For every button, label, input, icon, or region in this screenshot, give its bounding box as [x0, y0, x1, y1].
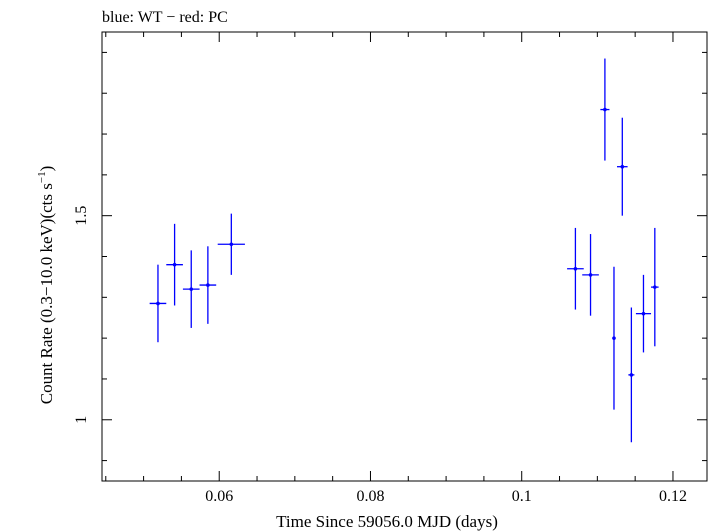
data-point	[166, 223, 183, 306]
y-tick-label: 1	[73, 416, 90, 424]
data-points	[149, 58, 659, 443]
chart-title: blue: WT − red: PC	[102, 9, 228, 26]
axis-ticks	[102, 32, 707, 481]
y-axis-label-close: )	[37, 166, 56, 172]
data-point	[567, 227, 584, 310]
data-point	[628, 307, 635, 443]
data-marker	[629, 373, 634, 377]
data-marker	[189, 287, 194, 291]
data-marker	[156, 301, 160, 306]
x-tick-label: 0.08	[356, 488, 384, 505]
data-marker	[612, 336, 616, 340]
data-marker	[206, 283, 210, 287]
y-axis-label: Count Rate (0.3−10.0 keV)(cts s−1)	[36, 166, 56, 405]
y-tick-label: 1.5	[73, 206, 90, 226]
x-tick-label: 0.12	[659, 488, 687, 505]
data-marker	[229, 242, 234, 247]
data-point	[217, 213, 245, 275]
y-axis-label-main: Count Rate (0.3−10.0 keV)(cts s	[37, 183, 56, 404]
x-tick-label: 0.06	[205, 488, 233, 505]
data-marker	[641, 311, 646, 316]
x-tick-label: 0.1	[512, 488, 532, 505]
data-point	[199, 246, 217, 324]
data-marker	[620, 164, 625, 169]
data-point	[617, 117, 628, 216]
x-axis-label: Time Since 59056.0 MJD (days)	[276, 512, 498, 531]
data-marker	[588, 273, 593, 277]
data-point	[600, 58, 610, 161]
data-marker	[603, 107, 607, 112]
data-marker	[172, 262, 177, 267]
data-point	[582, 234, 599, 316]
data-point	[149, 264, 167, 343]
axis-tick-labels: 0.06 0.08 0.1 0.12 1 1.5	[73, 206, 687, 505]
data-marker	[573, 266, 578, 271]
data-point	[651, 227, 659, 347]
data-point	[635, 274, 652, 353]
y-axis-label-exponent: −1	[36, 171, 48, 183]
data-point	[182, 250, 200, 328]
plot-frame	[101, 31, 708, 482]
data-marker	[653, 285, 657, 289]
data-point	[612, 266, 616, 410]
